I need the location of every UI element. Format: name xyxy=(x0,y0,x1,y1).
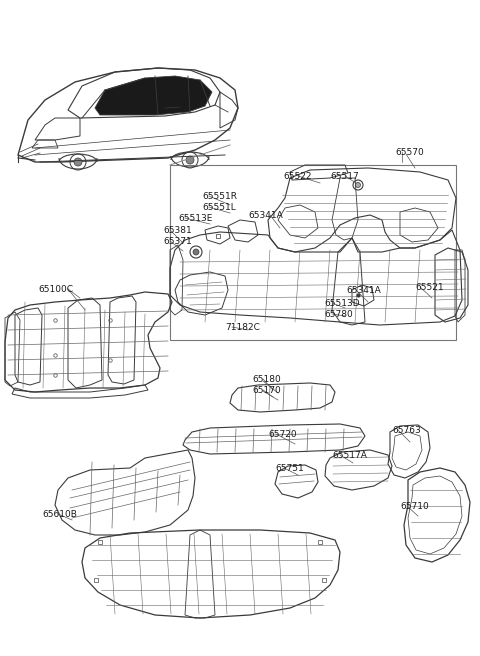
Text: 65100C: 65100C xyxy=(38,285,73,294)
Text: 65522: 65522 xyxy=(283,172,312,181)
Polygon shape xyxy=(95,76,212,115)
Text: 65780: 65780 xyxy=(324,310,353,319)
Text: 65170: 65170 xyxy=(252,386,281,395)
Text: 65751: 65751 xyxy=(275,464,304,473)
Text: 65570: 65570 xyxy=(395,148,424,157)
Circle shape xyxy=(186,156,194,164)
Text: 65513E: 65513E xyxy=(178,214,212,223)
Circle shape xyxy=(193,249,199,255)
Text: 65371: 65371 xyxy=(163,237,192,246)
Text: 65763: 65763 xyxy=(392,426,421,435)
Text: 65710: 65710 xyxy=(400,502,429,511)
Text: 65551L: 65551L xyxy=(202,203,236,212)
Text: 71182C: 71182C xyxy=(225,323,260,332)
Circle shape xyxy=(356,182,360,188)
Circle shape xyxy=(74,158,82,166)
Text: 65513D: 65513D xyxy=(324,299,360,308)
Text: 65521: 65521 xyxy=(415,283,444,292)
Text: 65341A: 65341A xyxy=(346,286,381,295)
Text: 65517: 65517 xyxy=(330,172,359,181)
Bar xyxy=(170,165,456,340)
Text: 65341A: 65341A xyxy=(248,211,283,220)
Text: 65381: 65381 xyxy=(163,226,192,235)
Text: 65610B: 65610B xyxy=(42,510,77,519)
Text: 65551R: 65551R xyxy=(202,192,237,201)
Text: 65720: 65720 xyxy=(268,430,297,439)
Text: 65180: 65180 xyxy=(252,375,281,384)
Text: 65517A: 65517A xyxy=(332,451,367,460)
